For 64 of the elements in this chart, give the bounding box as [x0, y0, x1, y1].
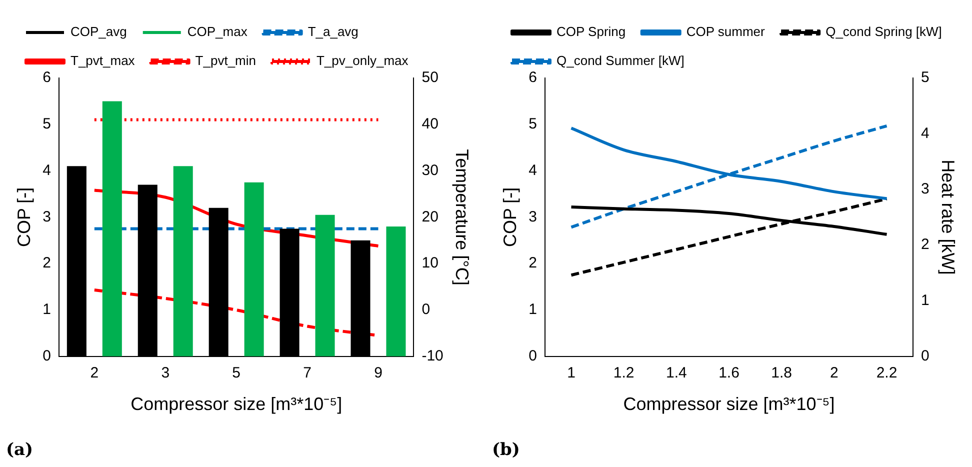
y-tick-label: 5	[42, 116, 51, 133]
y2-tick-label: 10	[422, 254, 438, 272]
y-tick-label: 0	[42, 348, 51, 365]
y2-tick-label: 5	[921, 69, 930, 86]
bar	[315, 214, 335, 356]
x-axis-title: Compressor size [m³*10⁻⁵]	[623, 394, 835, 414]
bar	[244, 182, 264, 356]
y-axis-title: COP [-]	[500, 187, 520, 248]
legend-label: Q_cond Summer [kW]	[556, 53, 684, 68]
y2-tick-label: 0	[422, 301, 430, 318]
y-tick-label: 2	[42, 254, 51, 272]
legend-label: COP Spring	[556, 24, 626, 40]
y-axis-title: COP [-]	[14, 187, 34, 248]
y2-tick-label: 3	[921, 180, 930, 198]
y2-tick-label: 40	[422, 116, 438, 133]
y-tick-label: 2	[528, 254, 537, 272]
line-series	[570, 124, 888, 229]
legend-label: COP_avg	[70, 24, 127, 40]
legend-label: T_pv_only_max	[316, 53, 409, 68]
y-tick-label: 3	[42, 208, 51, 226]
bar	[173, 166, 193, 356]
x-tick-label: 2	[90, 364, 99, 382]
y-tick-label: 5	[528, 116, 537, 133]
y-tick-label: 6	[528, 69, 537, 86]
x-tick-label: 3	[161, 364, 170, 382]
y2-tick-label: 20	[422, 208, 438, 226]
text: (b)	[492, 440, 520, 460]
y-tick-label: 4	[528, 162, 537, 179]
line-series	[570, 197, 888, 277]
y-tick-label: 1	[42, 301, 51, 318]
legend-label: COP_max	[187, 24, 248, 40]
y2-tick-label: -10	[422, 348, 444, 365]
y2-axis-title: Temperature [°C]	[452, 149, 472, 286]
x-tick-label: 9	[374, 364, 382, 382]
x-tick-label: 2.2	[876, 364, 898, 382]
y-tick-label: 4	[42, 162, 51, 179]
y2-tick-label: 4	[921, 124, 930, 142]
y2-tick-label: 0	[921, 348, 930, 365]
x-tick-label: 1.2	[613, 364, 634, 382]
y2-tick-label: 1	[921, 292, 930, 309]
text: (a)	[6, 440, 34, 460]
x-tick-label: 1.4	[666, 364, 687, 382]
legend-label: COP summer	[686, 24, 766, 40]
x-tick-label: 1.6	[718, 364, 740, 382]
x-tick-label: 7	[303, 364, 312, 382]
legend-label: T_pvt_min	[195, 53, 256, 68]
x-axis-title: Compressor size [m³*10⁻⁵]	[130, 394, 342, 414]
x-tick-label: 2	[830, 364, 838, 382]
y2-axis-title: Heat rate [kW]	[938, 160, 958, 275]
x-tick-label: 5	[232, 364, 241, 382]
bar	[102, 101, 122, 356]
legend-label: Q_cond Spring [kW]	[826, 24, 942, 40]
legend-label: T_a_avg	[308, 24, 358, 40]
y-tick-label: 0	[528, 348, 537, 365]
y-tick-label: 3	[528, 208, 537, 226]
legend-label: T_pvt_max	[70, 53, 136, 68]
y-tick-label: 6	[42, 69, 51, 86]
bar	[386, 226, 406, 356]
y2-tick-label: 50	[422, 69, 438, 86]
x-tick-label: 1	[567, 364, 576, 382]
x-tick-label: 1.8	[771, 364, 792, 382]
y2-tick-label: 30	[422, 162, 438, 179]
y-tick-label: 1	[528, 301, 537, 318]
y2-tick-label: 2	[921, 236, 930, 254]
